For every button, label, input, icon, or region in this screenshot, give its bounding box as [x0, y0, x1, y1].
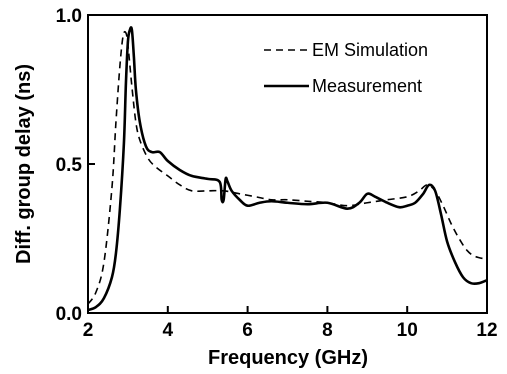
x-tick-label: 8	[322, 320, 333, 341]
series-line-em-simulation	[88, 30, 487, 305]
legend: EM Simulation Measurement	[264, 40, 428, 96]
x-tick-label: 6	[242, 320, 253, 341]
y-axis-title: Diff. group delay (ns)	[13, 64, 35, 264]
y-tick-label: 0.0	[56, 304, 82, 325]
x-tick-label: 12	[476, 320, 497, 341]
y-tick-label: 0.5	[56, 155, 83, 176]
y-axis-ticks: 0.0 0.5 1.0	[56, 6, 95, 325]
x-tick-label: 10	[397, 320, 418, 341]
y-tick-label: 1.0	[56, 6, 82, 27]
x-tick-label: 4	[163, 320, 174, 341]
series-layer	[88, 26, 487, 312]
legend-label-em-simulation: EM Simulation	[312, 40, 428, 60]
series-line-measurement	[88, 26, 487, 312]
x-axis-ticks: 2 4 6 8 10 12	[83, 306, 498, 341]
x-axis-title: Frequency (GHz)	[208, 347, 368, 369]
legend-label-measurement: Measurement	[312, 76, 422, 96]
x-tick-label: 2	[83, 320, 94, 341]
